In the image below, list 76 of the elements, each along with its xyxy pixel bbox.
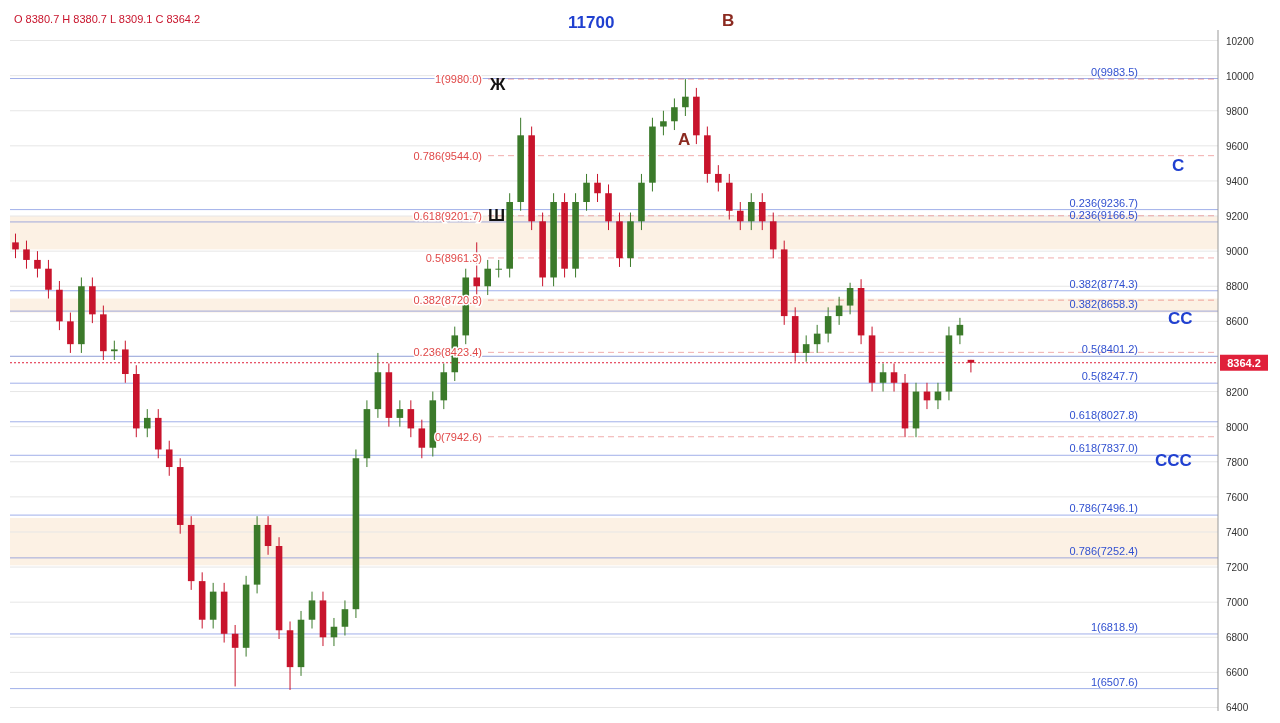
ref-line-label: 0.236(9166.5)	[1069, 208, 1138, 221]
y-tick-label: 10200	[1226, 35, 1255, 47]
candlestick	[967, 359, 975, 373]
candlestick	[671, 97, 678, 131]
y-tick-label: 9000	[1226, 246, 1249, 258]
ref-line-label: 0.382(8774.3)	[1069, 277, 1138, 290]
candlestick	[594, 173, 601, 203]
y-tick-label: 7000	[1226, 597, 1249, 609]
annotation: Ж	[489, 75, 506, 94]
y-tick-label: 7200	[1226, 562, 1249, 574]
y-tick-label: 9400	[1226, 175, 1249, 187]
candlestick	[682, 78, 689, 117]
ref-line-label: 8364.2	[1227, 356, 1261, 369]
y-tick-label: 6400	[1226, 702, 1249, 714]
candlestick	[34, 250, 41, 278]
y-tick-label: 7800	[1226, 456, 1249, 468]
annotation: CCC	[1155, 451, 1192, 470]
ref-line-label: 0.5(8247.7)	[1081, 370, 1138, 383]
annotation: A	[678, 130, 691, 149]
ref-line-label: 0.236(9236.7)	[1069, 196, 1138, 209]
y-tick-label: 8600	[1226, 316, 1249, 328]
ref-line-label: 0.618(7837.0)	[1069, 442, 1138, 455]
candlestick	[67, 312, 74, 354]
ref-line-label: 1(6818.9)	[1090, 620, 1138, 633]
candlestick	[396, 399, 404, 428]
annotation: B	[722, 11, 735, 30]
y-tick-label: 7600	[1226, 491, 1249, 503]
candlestick	[715, 164, 722, 192]
candlestick	[484, 259, 491, 296]
candlestick	[45, 259, 52, 300]
ref-line-label: 1(6507.6)	[1090, 675, 1138, 688]
y-tick-label: 8200	[1226, 386, 1249, 398]
annotation: CC	[1168, 309, 1193, 328]
y-tick-label: 9600	[1226, 140, 1249, 152]
candlestick	[758, 192, 766, 231]
ref-line-label: 0.786(7252.4)	[1069, 544, 1138, 557]
candlestick	[846, 282, 854, 315]
y-tick-label: 9200	[1226, 211, 1249, 223]
y-tick-label: 9800	[1226, 105, 1249, 117]
ref-line-label: 0.618(9201.7)	[413, 209, 482, 222]
y-tick-label: 6600	[1226, 667, 1249, 679]
ref-line-label: 0.382(8658.3)	[1069, 298, 1138, 311]
candlestick	[879, 362, 887, 393]
y-tick-label: 8800	[1226, 281, 1249, 293]
candlestick	[341, 599, 349, 637]
annotation: C	[1172, 156, 1185, 175]
ref-line-label: 0(9983.5)	[1090, 65, 1138, 78]
y-tick-label: 8000	[1226, 421, 1249, 433]
ref-line-label: 1(9980.0)	[434, 73, 482, 86]
candlestick	[660, 110, 667, 136]
candlestick	[747, 192, 755, 231]
ref-line-label: 0.5(8401.2)	[1081, 343, 1138, 356]
candlestick	[418, 419, 426, 459]
y-tick-label: 7400	[1226, 526, 1249, 538]
y-tick-label: 6800	[1226, 632, 1249, 644]
ref-line-label: 0.786(9544.0)	[413, 149, 482, 162]
candlestick	[231, 624, 239, 687]
candlestick	[111, 340, 118, 361]
annotation: 11700	[568, 13, 615, 32]
candlestick	[23, 240, 30, 270]
candlestick	[143, 408, 151, 438]
candlestick	[12, 233, 19, 259]
candlestick	[824, 306, 832, 343]
annotation: Ш	[488, 206, 506, 225]
candlestick	[802, 334, 810, 363]
y-tick-label: 10000	[1226, 70, 1255, 82]
candlestick	[308, 591, 316, 630]
chart-subtitle: O 8380.7 H 8380.7 L 8309.1 C 8364.2	[14, 13, 201, 25]
candlestick	[407, 399, 415, 438]
ref-line-label: 0.786(7496.1)	[1069, 502, 1138, 515]
candlestick	[890, 362, 898, 393]
candlestick	[583, 173, 590, 212]
candlestick	[737, 201, 744, 231]
ref-line-label: 0.618(8027.8)	[1069, 408, 1138, 421]
candlestick	[165, 440, 173, 477]
candlestick	[264, 515, 272, 556]
